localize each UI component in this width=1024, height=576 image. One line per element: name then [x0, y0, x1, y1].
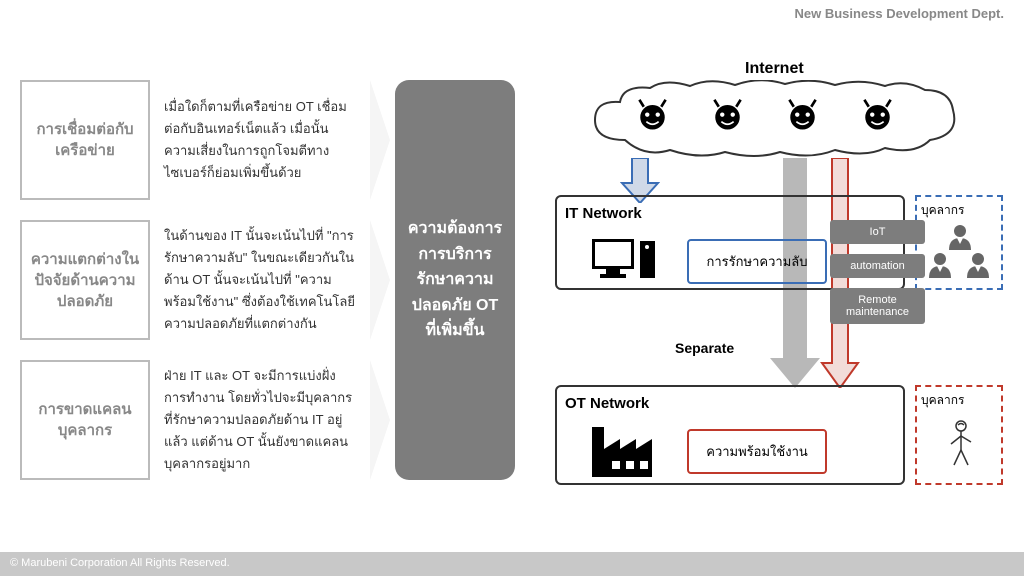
internet-label: Internet	[745, 60, 804, 78]
row-2-label: ความแตกต่างในปัจจัยด้านความปลอดภัย	[20, 220, 150, 340]
factory-icon	[592, 427, 657, 477]
footer-copyright: © Marubeni Corporation All Rights Reserv…	[0, 552, 1024, 576]
ot-network-box: OT Network ความพร้อมใช้งาน	[555, 385, 905, 485]
left-column: การเชื่อมต่อกับเครือข่าย เมื่อใดก็ตามที่…	[20, 80, 370, 500]
header-dept: New Business Development Dept.	[795, 6, 1005, 21]
row-3: การขาดแคลนบุคลากร ฝ่าย IT และ OT จะมีการ…	[20, 360, 370, 480]
tag-automation: automation	[830, 254, 925, 278]
it-focus-box: การรักษาความลับ	[687, 239, 827, 284]
it-personnel-label: บุคลากร	[921, 201, 997, 220]
devil-icon	[635, 98, 670, 133]
it-personnel-box: บุคลากร	[915, 195, 1003, 290]
computer-icon	[592, 239, 657, 284]
bridge-tags: IoT automation Remote maintenance	[830, 220, 925, 334]
row-1-label: การเชื่อมต่อกับเครือข่าย	[20, 80, 150, 200]
ot-network-title: OT Network	[565, 395, 895, 412]
devil-icon	[785, 98, 820, 133]
ot-personnel-label: บุคลากร	[921, 391, 997, 410]
ot-personnel-box: บุคลากร	[915, 385, 1003, 485]
center-conclusion: ความต้องการการบริการรักษาความปลอดภัย OT …	[395, 80, 515, 480]
row-1-desc: เมื่อใดก็ตามที่เครือข่าย OT เชื่อมต่อกับ…	[150, 80, 370, 200]
row-1: การเชื่อมต่อกับเครือข่าย เมื่อใดก็ตามที่…	[20, 80, 370, 200]
row-2-desc: ในด้านของ IT นั้นจะเน้นไปที่ "การรักษาคว…	[150, 220, 370, 340]
devil-icon	[860, 98, 895, 133]
devil-row	[635, 98, 895, 133]
people-icon	[921, 222, 999, 284]
separate-label: Separate	[675, 340, 734, 356]
diagram-area: Internet IT Network การรักษาความลับ บุคล…	[535, 40, 1010, 520]
tag-iot: IoT	[830, 220, 925, 244]
tag-remote: Remote maintenance	[830, 288, 925, 324]
ot-focus-box: ความพร้อมใช้งาน	[687, 429, 827, 474]
row-2: ความแตกต่างในปัจจัยด้านความปลอดภัย ในด้า…	[20, 220, 370, 340]
person-stick-icon	[921, 412, 999, 477]
row-3-label: การขาดแคลนบุคลากร	[20, 360, 150, 480]
devil-icon	[710, 98, 745, 133]
row-3-desc: ฝ่าย IT และ OT จะมีการแบ่งฝั่งการทำงาน โ…	[150, 360, 370, 480]
